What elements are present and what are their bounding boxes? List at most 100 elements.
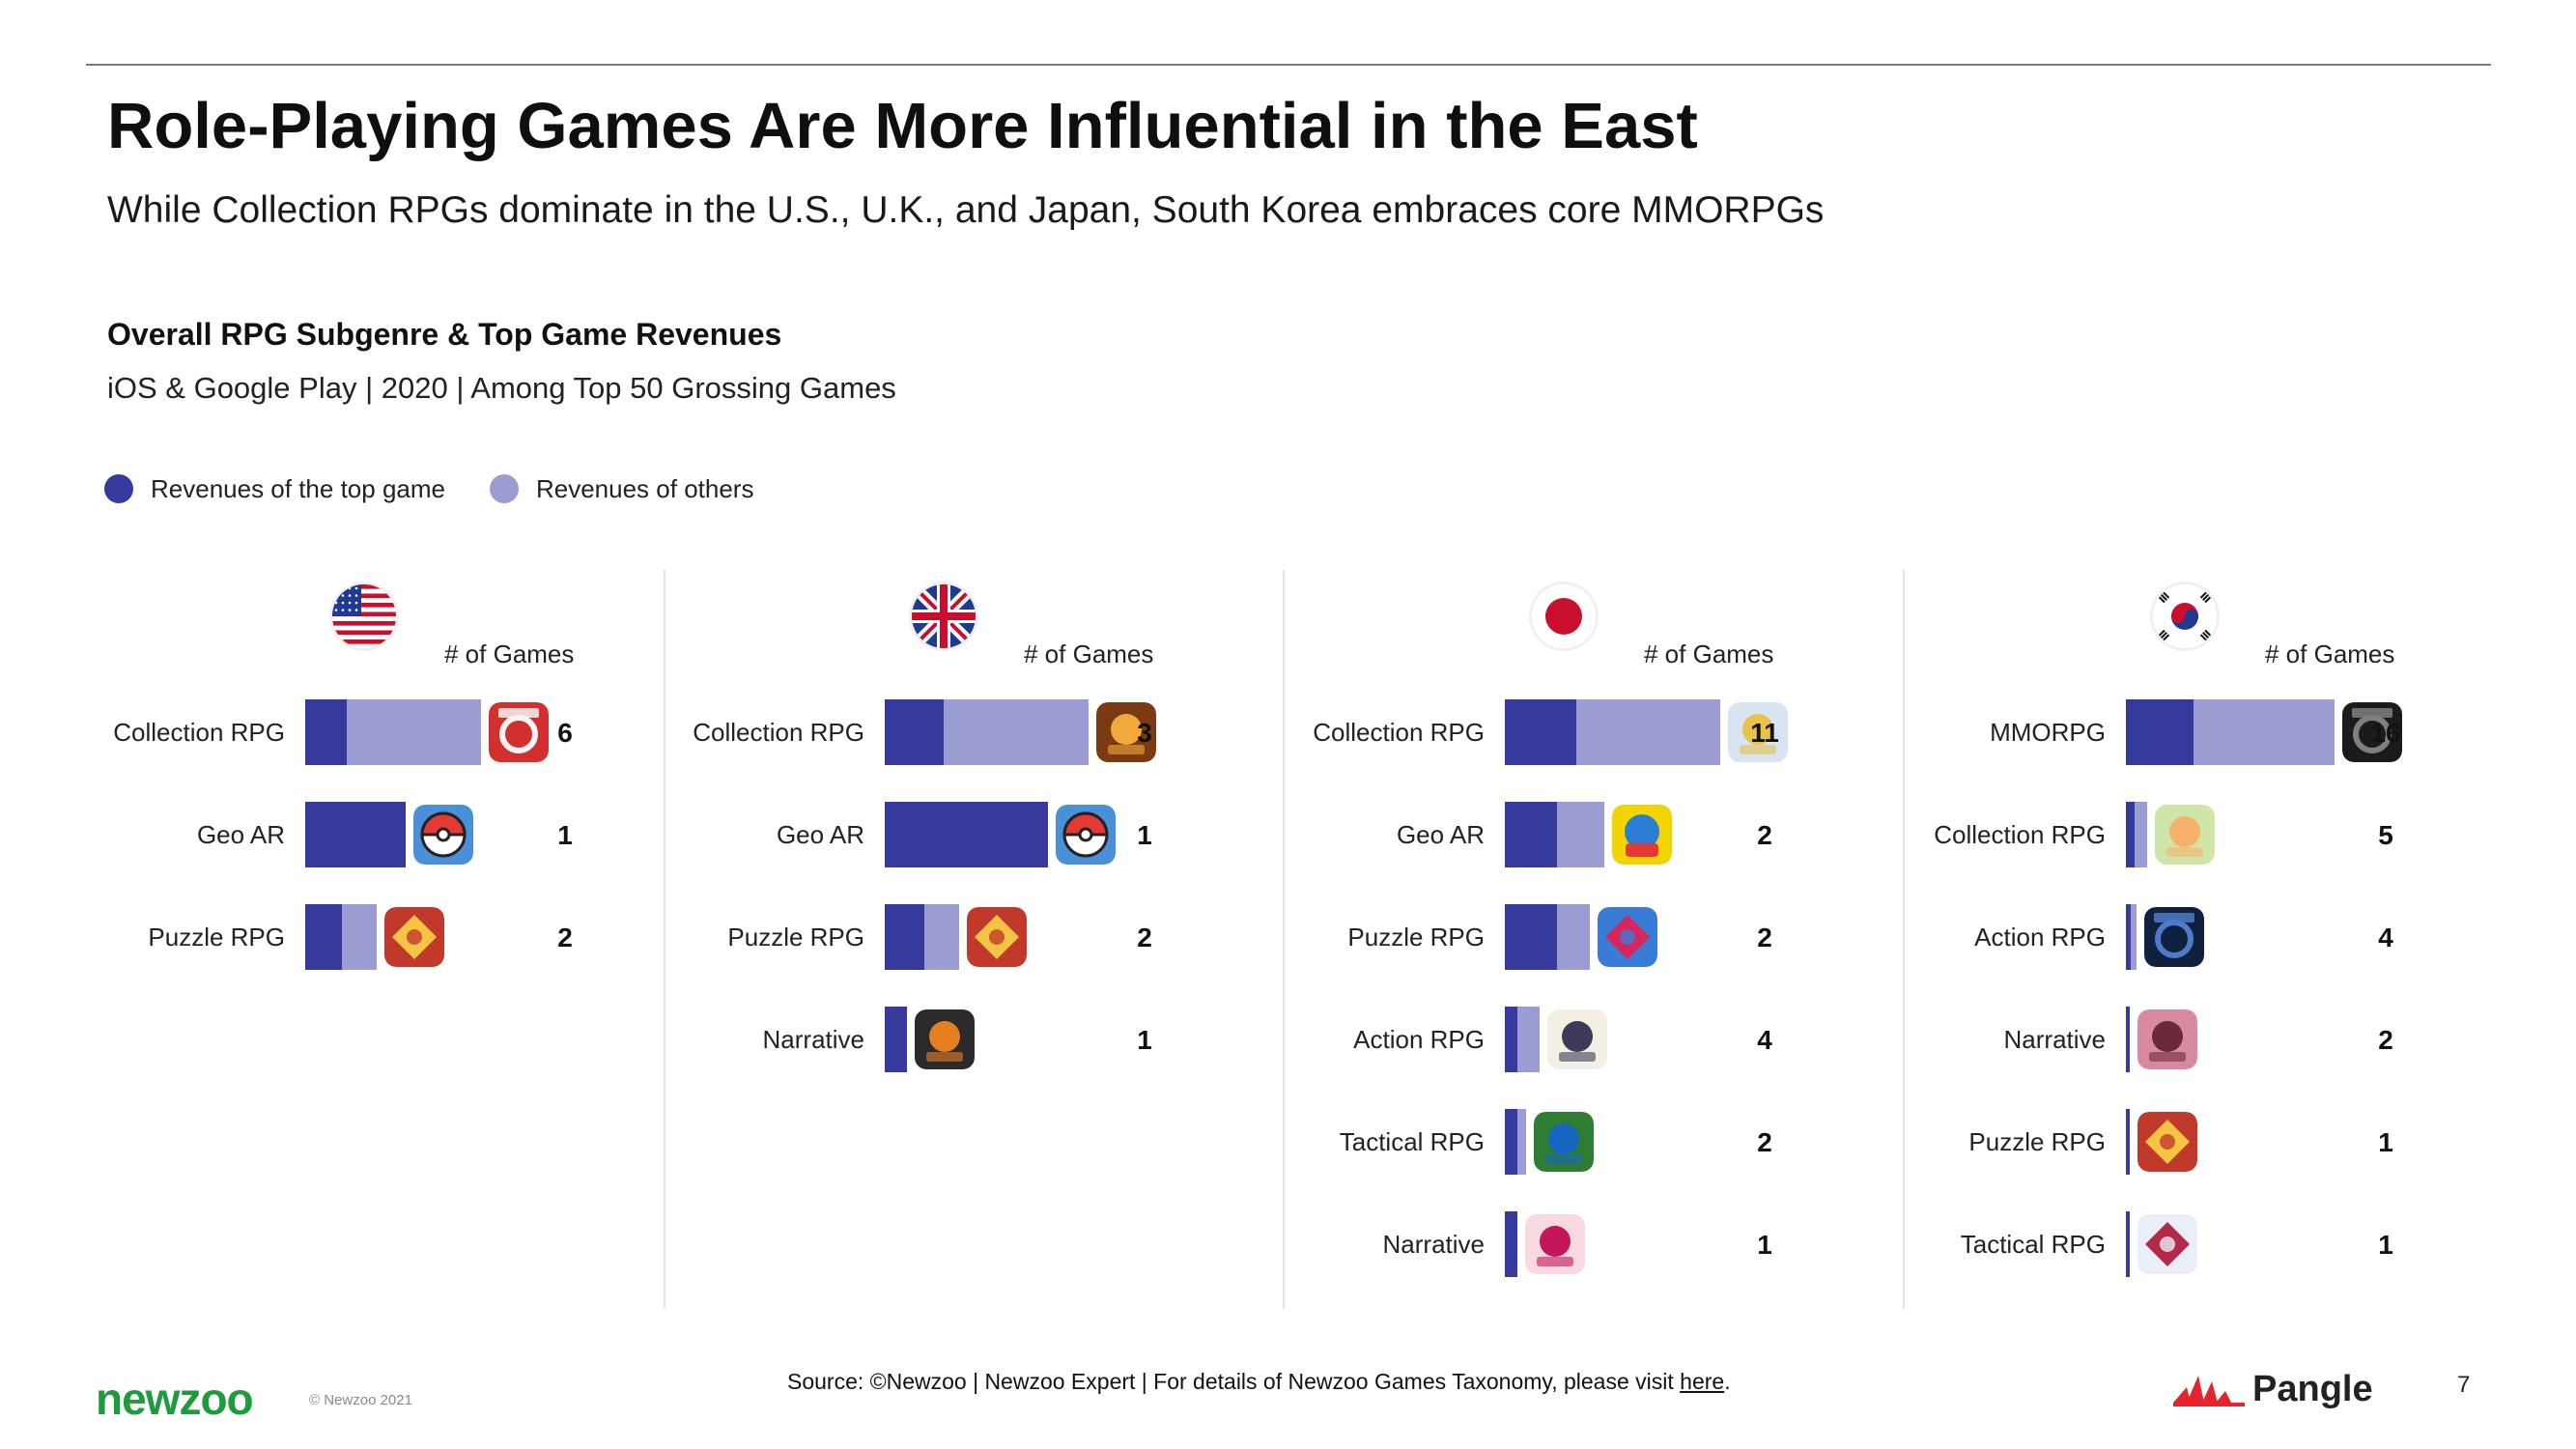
games-count: 1 xyxy=(1137,1025,1152,1055)
copyright-text: © Newzoo 2021 xyxy=(309,1392,412,1408)
pangle-mark-icon xyxy=(2173,1376,2245,1406)
pangle-wordmark: Pangle xyxy=(2252,1368,2373,1409)
bar-others xyxy=(2131,904,2137,970)
bar-top-game xyxy=(885,1007,908,1072)
source-note: Source: ©Newzoo | Newzoo Expert | For de… xyxy=(787,1369,1731,1395)
bar-top-game xyxy=(305,802,407,867)
lineage-2m-icon xyxy=(2342,702,2402,762)
bar-top-game xyxy=(1505,1109,1517,1175)
games-count: 2 xyxy=(2378,1025,2393,1055)
fate-grand-order-icon xyxy=(1728,702,1789,762)
harry-potter-hogwarts-mystery-icon xyxy=(915,1009,976,1069)
row-label: Collection RPG xyxy=(693,718,864,747)
games-count: 11 xyxy=(1750,718,1779,748)
bar-others xyxy=(1516,1007,1540,1072)
legend-label-others: Revenues of others xyxy=(535,473,754,503)
games-count: 2 xyxy=(1757,1127,1772,1157)
fire-emblem-heroes-icon xyxy=(1533,1112,1594,1172)
bar-top-game xyxy=(885,699,945,765)
bar-others xyxy=(924,904,960,970)
bar-top-game xyxy=(2126,1109,2130,1175)
row-label: Tactical RPG xyxy=(1960,1230,2106,1259)
miracle-kr-game-icon xyxy=(2143,907,2204,967)
row-label: Puzzle RPG xyxy=(148,923,285,952)
narrative-jp-game-icon xyxy=(1524,1214,1585,1274)
uk-flag-icon xyxy=(912,584,976,648)
legend-label-top-game: Revenues of the top game xyxy=(151,473,445,503)
pangle-logo: Pangle xyxy=(2173,1365,2373,1413)
games-count: 2 xyxy=(1757,820,1772,850)
row-label: Geo AR xyxy=(196,820,285,849)
source-suffix: . xyxy=(1724,1369,1731,1394)
panel-divider xyxy=(664,570,665,1309)
source-text: Source: ©Newzoo | Newzoo Expert | For de… xyxy=(787,1369,1681,1394)
games-count: 1 xyxy=(1757,1230,1772,1260)
games-count: 3 xyxy=(1137,718,1152,748)
narrative-kr-game-icon xyxy=(2137,1009,2197,1069)
marvel-strike-force-icon xyxy=(488,702,549,762)
row-label: MMORPG xyxy=(1990,718,2106,747)
bar-top-game xyxy=(885,802,1049,867)
games-count: 5 xyxy=(2378,820,2393,850)
top-divider xyxy=(86,64,2491,66)
japan-flag-icon xyxy=(1532,584,1596,648)
bar-top-game xyxy=(1505,1211,1517,1277)
row-label: Collection RPG xyxy=(1313,718,1485,747)
games-count: 16 xyxy=(2370,718,2401,748)
games-count: 1 xyxy=(1137,820,1152,850)
panel-divider xyxy=(1903,570,1905,1309)
games-count-header: # of Games xyxy=(444,639,575,668)
legend-dot-others xyxy=(489,474,519,503)
pokemon-go-icon xyxy=(1056,805,1117,865)
legend-dot-top-game xyxy=(104,474,133,503)
bar-others xyxy=(1557,904,1591,970)
panel-divider xyxy=(1283,570,1285,1309)
row-label: Puzzle RPG xyxy=(1347,923,1485,952)
bar-others xyxy=(2135,802,2147,867)
legend-item-others: Revenues of others xyxy=(489,473,754,504)
row-label: Geo AR xyxy=(1396,820,1485,849)
dragon-quest-walk-icon xyxy=(1611,805,1672,865)
collection-rpg-kr-icon xyxy=(2154,805,2215,865)
row-label: Action RPG xyxy=(1974,923,2106,952)
bar-top-game xyxy=(2126,699,2194,765)
games-count-header: # of Games xyxy=(1024,639,1154,668)
games-count: 1 xyxy=(2378,1230,2393,1260)
row-label: Narrative xyxy=(2003,1025,2106,1054)
source-link[interactable]: here xyxy=(1680,1369,1725,1394)
row-label: Narrative xyxy=(1382,1230,1485,1259)
games-count: 6 xyxy=(557,718,573,748)
games-count: 4 xyxy=(1757,1025,1772,1055)
bar-top-game xyxy=(1505,699,1576,765)
bar-others xyxy=(2194,699,2335,765)
chart-subtitle: iOS & Google Play | 2020 | Among Top 50 … xyxy=(107,371,896,405)
bar-top-game xyxy=(1505,802,1557,867)
bar-others xyxy=(1557,802,1604,867)
bar-top-game xyxy=(1505,904,1557,970)
bar-others xyxy=(944,699,1089,765)
genshin-impact-icon xyxy=(1547,1009,1607,1069)
bar-top-game xyxy=(2126,802,2135,867)
games-count-header: # of Games xyxy=(1644,639,1774,668)
raid-shadow-legends-icon xyxy=(1095,702,1156,762)
row-label: Puzzle RPG xyxy=(727,923,864,952)
bar-others xyxy=(1516,1109,1526,1175)
row-label: Action RPG xyxy=(1353,1025,1485,1054)
games-count: 2 xyxy=(1137,923,1152,952)
empires-puzzles-icon xyxy=(967,907,1028,967)
games-count: 1 xyxy=(557,820,573,850)
page-number: 7 xyxy=(2457,1372,2471,1398)
row-label: Geo AR xyxy=(776,820,864,849)
row-label: Puzzle RPG xyxy=(1968,1127,2106,1156)
bar-others xyxy=(1575,699,1721,765)
row-label: Tactical RPG xyxy=(1339,1127,1485,1156)
chart-title: Overall RPG Subgenre & Top Game Revenues xyxy=(107,317,782,352)
page-subtitle: While Collection RPGs dominate in the U.… xyxy=(107,189,1825,231)
page-title: Role-Playing Games Are More Influential … xyxy=(107,90,1698,162)
bar-top-game xyxy=(885,904,925,970)
bar-top-game xyxy=(2126,1007,2130,1072)
empires-puzzles-icon xyxy=(383,907,444,967)
puzzle-dragons-icon xyxy=(1598,907,1658,967)
us-flag-icon xyxy=(332,584,396,648)
korea-flag-icon xyxy=(2153,584,2217,648)
